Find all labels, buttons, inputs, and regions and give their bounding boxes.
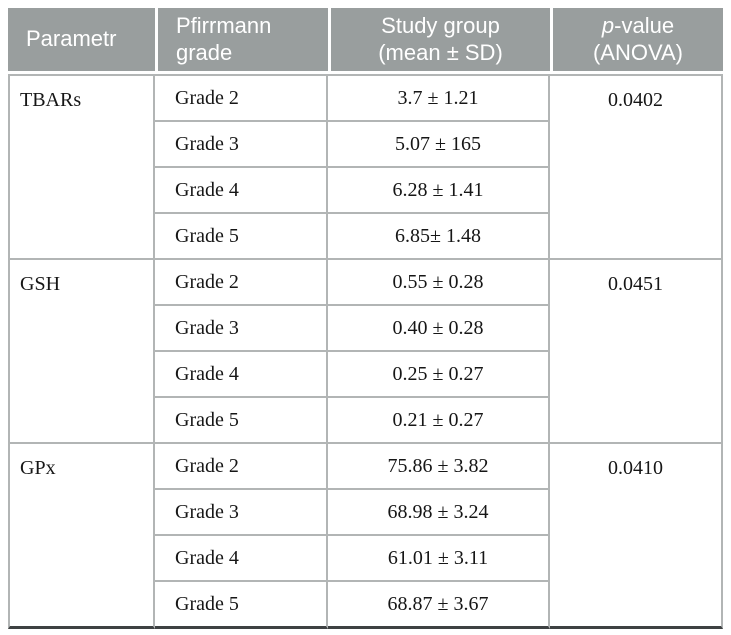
table-header: Parametr Pfirrmann grade Study group (me…: [8, 8, 723, 74]
column-header-parameter-label: Parametr: [26, 26, 117, 52]
value-cell: 0.21 ± 0.27: [328, 398, 550, 444]
column-header-pfirrmann-grade: Pfirrmann grade: [155, 8, 328, 74]
parameter-cell: TBARs: [8, 74, 155, 260]
grade-cell: Grade 2: [155, 74, 328, 122]
value-cell: 5.07 ± 165: [328, 122, 550, 168]
value-cell: 0.25 ± 0.27: [328, 352, 550, 398]
value-cell: 68.98 ± 3.24: [328, 490, 550, 536]
column-header-study-group-label: Study group (mean ± SD): [378, 12, 503, 65]
table-row: Grade 4 61.01 ± 3.11: [8, 536, 723, 582]
grade-cell: Grade 5: [155, 398, 328, 444]
table-row: Grade 3 68.98 ± 3.24: [8, 490, 723, 536]
grade-cell: Grade 3: [155, 122, 328, 168]
grade-cell: Grade 4: [155, 352, 328, 398]
value-cell: 6.85± 1.48: [328, 214, 550, 260]
value-cell: 75.86 ± 3.82: [328, 444, 550, 490]
table-row: Grade 5 6.85± 1.48: [8, 214, 723, 260]
table-row: Grade 3 5.07 ± 165: [8, 122, 723, 168]
p-value-header-line1: p-value: [553, 13, 723, 40]
table-row: Grade 3 0.40 ± 0.28: [8, 306, 723, 352]
table-body: TBARs Grade 2 3.7 ± 1.21 0.0402 Grade 3 …: [8, 74, 723, 629]
table-row: Grade 5 0.21 ± 0.27: [8, 398, 723, 444]
value-cell: 0.55 ± 0.28: [328, 260, 550, 306]
grade-cell: Grade 5: [155, 214, 328, 260]
table-row: GPx Grade 2 75.86 ± 3.82 0.0410: [8, 444, 723, 629]
parameter-cell: GPx: [8, 444, 155, 629]
column-header-p-value: p-value (ANOVA): [550, 8, 723, 74]
grade-cell: Grade 2: [155, 444, 328, 490]
value-cell: 6.28 ± 1.41: [328, 168, 550, 214]
grade-cell: Grade 4: [155, 168, 328, 214]
table-row: Grade 4 0.25 ± 0.27: [8, 352, 723, 398]
table-row: Grade 5 68.87 ± 3.67: [8, 582, 723, 629]
table-row: GSH Grade 2 0.55 ± 0.28 0.0451: [8, 260, 723, 444]
grade-cell: Grade 3: [155, 306, 328, 352]
p-value-rest: -value: [614, 12, 675, 38]
p-value-cell: 0.0402: [550, 74, 723, 260]
value-cell: 68.87 ± 3.67: [328, 582, 550, 629]
value-cell: 61.01 ± 3.11: [328, 536, 550, 582]
value-cell: 3.7 ± 1.21: [328, 74, 550, 122]
p-value-cell: 0.0410: [550, 444, 723, 629]
p-value-cell: 0.0451: [550, 260, 723, 444]
table-row: TBARs Grade 2 3.7 ± 1.21 0.0402: [8, 74, 723, 260]
value-cell: 0.40 ± 0.28: [328, 306, 550, 352]
header-row: Parametr Pfirrmann grade Study group (me…: [8, 8, 723, 74]
grade-cell: Grade 4: [155, 536, 328, 582]
grade-cell: Grade 3: [155, 490, 328, 536]
p-value-italic-p: p: [601, 12, 615, 38]
p-value-header-line2: (ANOVA): [592, 39, 684, 65]
grade-cell: Grade 2: [155, 260, 328, 306]
table-row: Grade 4 6.28 ± 1.41: [8, 168, 723, 214]
parameter-cell: GSH: [8, 260, 155, 444]
column-header-study-group: Study group (mean ± SD): [328, 8, 550, 74]
column-header-parameter: Parametr: [8, 8, 155, 74]
results-table: Parametr Pfirrmann grade Study group (me…: [8, 8, 723, 629]
grade-cell: Grade 5: [155, 582, 328, 629]
column-header-pfirrmann-grade-label: Pfirrmann grade: [176, 12, 272, 65]
